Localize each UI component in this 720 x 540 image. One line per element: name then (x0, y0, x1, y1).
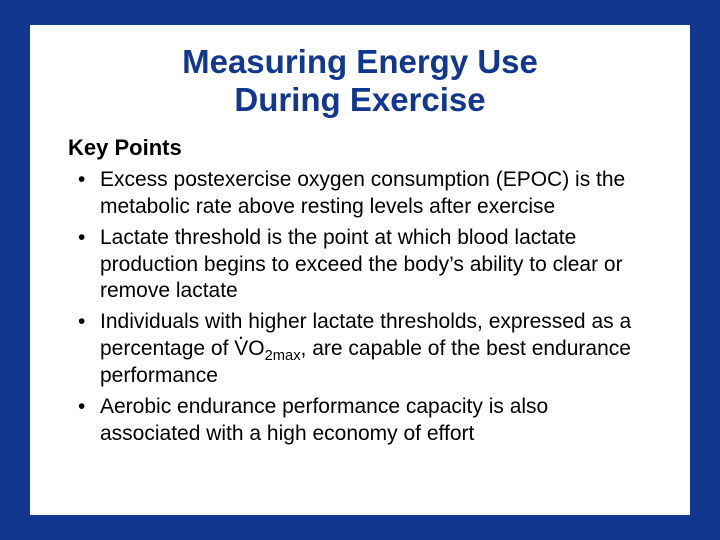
bullet-text: Aerobic endurance performance capacity i… (100, 395, 548, 445)
bullet-text: Excess postexercise oxygen consumption (… (100, 168, 625, 218)
subheading: Key Points (68, 135, 654, 161)
bullet-text: Lactate threshold is the point at which … (100, 226, 623, 303)
bullet-list: Excess postexercise oxygen consumption (… (72, 167, 654, 448)
vo2max-symbol: VO2max (234, 337, 300, 360)
list-item: Lactate threshold is the point at which … (72, 225, 654, 306)
title-line-1: Measuring Energy Use (182, 43, 538, 80)
list-item: Individuals with higher lactate threshol… (72, 309, 654, 390)
list-item: Excess postexercise oxygen consumption (… (72, 167, 654, 221)
slide-content: Measuring Energy Use During Exercise Key… (30, 25, 690, 515)
slide-title: Measuring Energy Use During Exercise (66, 43, 654, 119)
list-item: Aerobic endurance performance capacity i… (72, 394, 654, 448)
title-line-2: During Exercise (234, 81, 485, 118)
